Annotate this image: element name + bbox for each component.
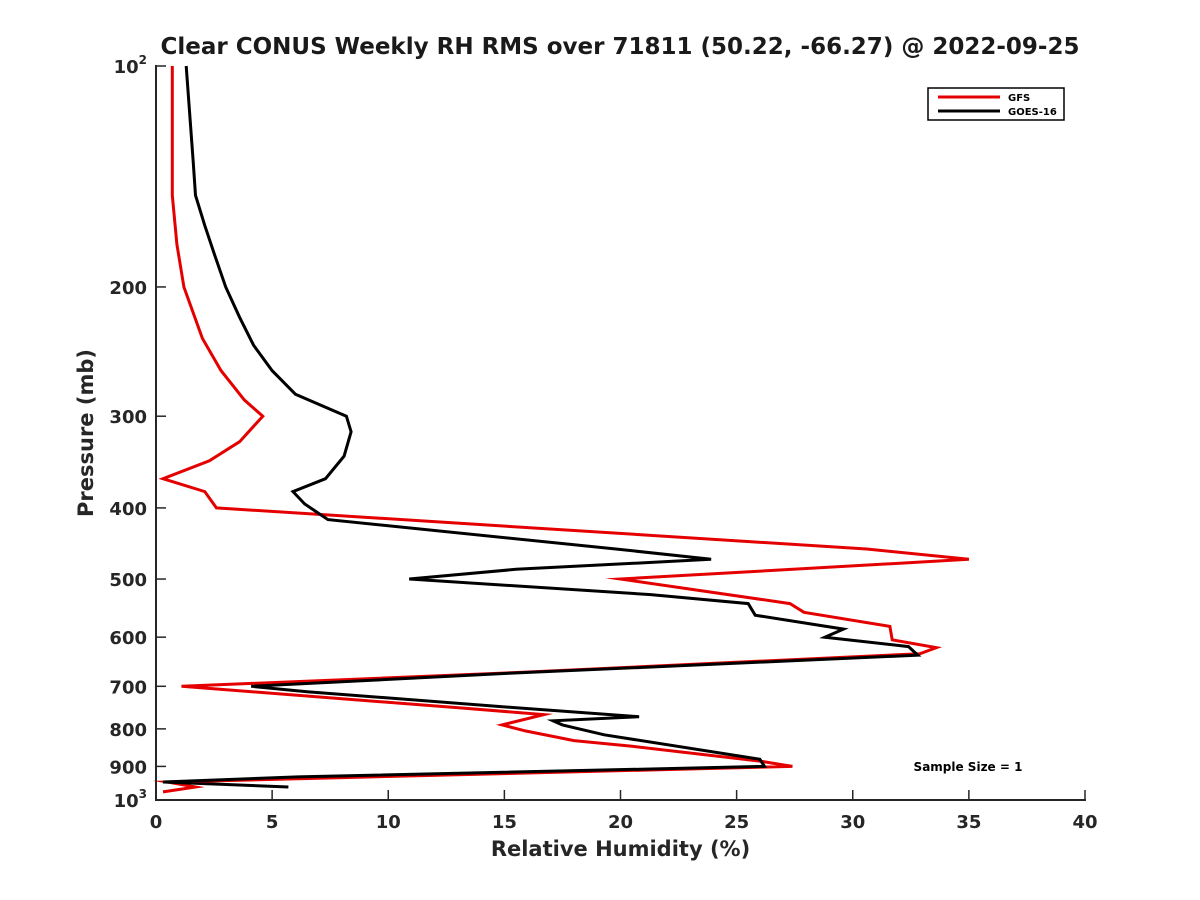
x-tick-label: 30 bbox=[840, 812, 865, 833]
x-axis-ticks: 0 5 10 15 20 25 30 35 40 bbox=[150, 790, 1098, 833]
series-line-gfs bbox=[152, 66, 970, 794]
y-tick-label: 700 bbox=[109, 677, 147, 698]
y-tick-label: 200 bbox=[109, 278, 147, 299]
x-tick-label: 5 bbox=[266, 812, 279, 833]
legend-label: GFS bbox=[1008, 93, 1030, 104]
y-axis-label: Pressure (mb) bbox=[74, 349, 98, 517]
y-tick-label: 600 bbox=[109, 628, 147, 649]
legend-label: GOES-16 bbox=[1008, 107, 1057, 118]
y-tick-label: 400 bbox=[109, 499, 147, 520]
y-axis-ticks: 102 200 300 400 500 600 700 800 900 103 bbox=[109, 53, 166, 812]
x-tick-label: 35 bbox=[956, 812, 981, 833]
y-tick-label: 800 bbox=[109, 720, 147, 741]
x-tick-label: 10 bbox=[376, 812, 401, 833]
sample-size-annotation: Sample Size = 1 bbox=[914, 760, 1023, 774]
y-tick-label: 900 bbox=[109, 757, 147, 778]
plot-area: 0 5 10 15 20 25 30 35 40 102 200 300 400 500 600 700 80… bbox=[109, 53, 1097, 833]
y-tick-label: 103 bbox=[114, 787, 147, 812]
y-tick-label: 500 bbox=[109, 570, 147, 591]
series-line-goes-16 bbox=[162, 65, 922, 789]
x-tick-label: 25 bbox=[724, 812, 749, 833]
x-tick-label: 15 bbox=[492, 812, 517, 833]
x-tick-label: 0 bbox=[150, 812, 163, 833]
legend-box bbox=[927, 87, 1065, 121]
legend: GFS GOES-16 bbox=[927, 87, 1065, 121]
y-tick-label: 102 bbox=[114, 53, 147, 78]
x-tick-label: 20 bbox=[608, 812, 633, 833]
plot-background bbox=[156, 66, 1085, 800]
series-layer bbox=[152, 65, 970, 794]
x-axis-label: Relative Humidity (%) bbox=[491, 837, 750, 861]
y-tick-label: 300 bbox=[109, 407, 147, 428]
x-tick-label: 40 bbox=[1072, 812, 1097, 833]
chart-title: Clear CONUS Weekly RH RMS over 71811 (50… bbox=[161, 34, 1080, 60]
